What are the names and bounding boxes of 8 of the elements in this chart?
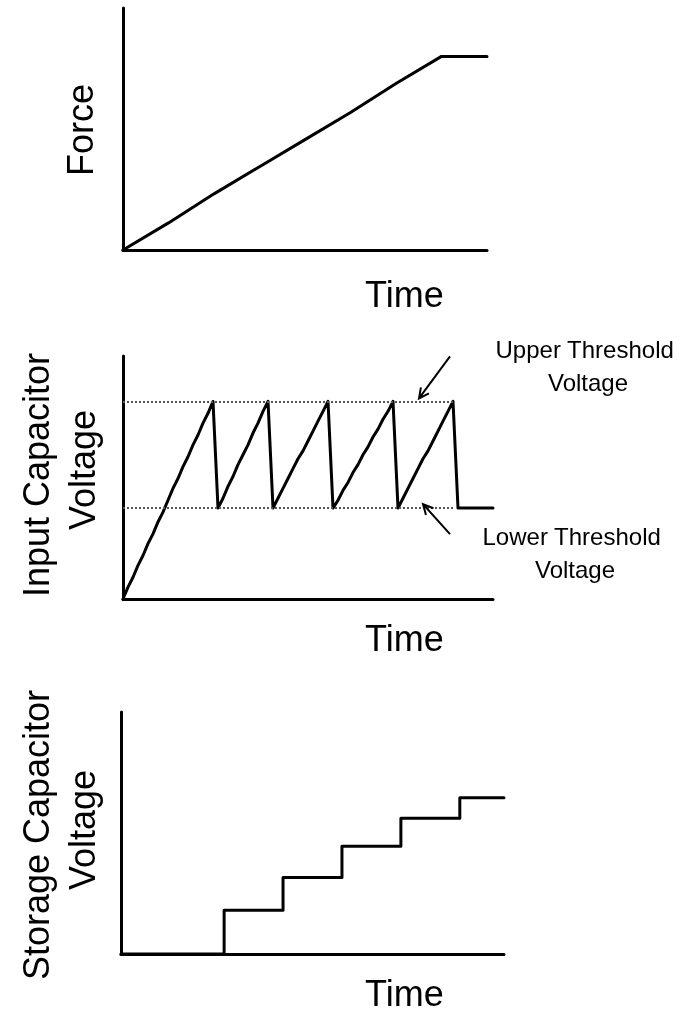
y-axis-title: Storage Capacitor Voltage: [15, 689, 103, 981]
x-axis-title: Time: [365, 617, 444, 659]
ref-line-label: Lower Threshold Voltage: [482, 523, 668, 584]
y-axis-title: Input Capacitor Voltage: [15, 342, 103, 598]
x-axis-title: Time: [365, 273, 444, 315]
y-axis-title: Force: [59, 83, 101, 177]
x-axis-title: Time: [365, 972, 444, 1014]
ref-line-label: Upper Threshold Voltage: [495, 336, 681, 397]
